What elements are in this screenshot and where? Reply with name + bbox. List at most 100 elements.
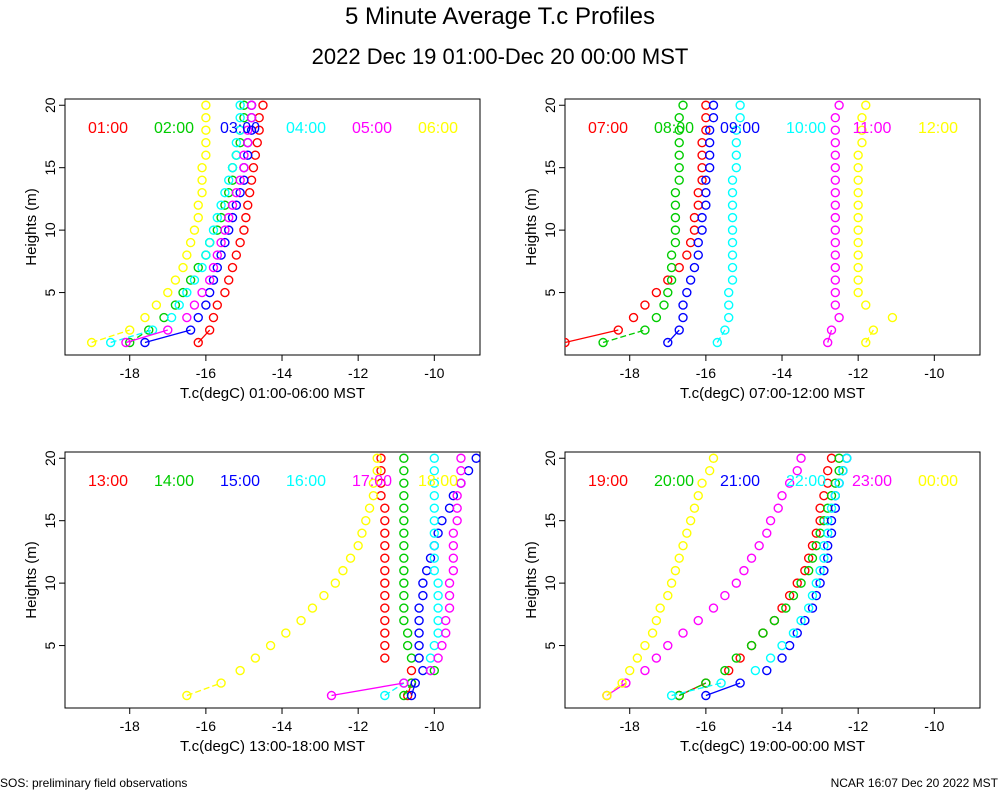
plot-frame [64, 451, 481, 709]
data-point [788, 590, 799, 601]
data-point [617, 678, 627, 688]
data-point [701, 187, 711, 198]
data-point [670, 200, 681, 210]
data-point [197, 175, 207, 185]
plot-frame [564, 451, 981, 709]
data-point [448, 540, 459, 551]
data-point [708, 113, 719, 123]
data-point [243, 150, 253, 160]
chart-title: 5 Minute Average T.c Profiles [345, 3, 655, 30]
data-point [727, 175, 738, 185]
data-point [666, 262, 677, 273]
data-point [402, 628, 413, 638]
data-point [754, 540, 764, 551]
data-point [830, 250, 841, 260]
data-point [244, 187, 255, 198]
series-segment [705, 682, 741, 697]
data-point [444, 503, 455, 513]
legend-label: 00:00 [918, 473, 958, 490]
data-point [830, 503, 841, 513]
data-point [853, 187, 863, 198]
data-point [803, 565, 814, 576]
data-point [826, 528, 837, 538]
data-point [651, 615, 662, 626]
series-segment [865, 329, 874, 343]
data-point [239, 162, 249, 173]
data-point [727, 250, 738, 260]
data-point [830, 162, 841, 173]
data-point [640, 300, 650, 310]
data-point [380, 565, 390, 576]
series-segment [827, 329, 833, 343]
data-point [380, 515, 390, 526]
data-point [682, 287, 692, 298]
data-point [456, 453, 466, 463]
data-point [628, 312, 639, 323]
data-point [456, 478, 466, 488]
data-point [701, 200, 711, 210]
data-point [598, 337, 608, 348]
data-point [674, 125, 684, 135]
data-point [674, 113, 684, 123]
data-point [834, 312, 844, 323]
data-point [437, 640, 447, 651]
data-point [414, 653, 424, 663]
x-tick-label: -14 [772, 718, 792, 734]
y-axis-label: Heights (m) [523, 188, 540, 266]
panel-2: -18 -16 -14 -12 -10 5 10 15 20 T.c(degC) 07:00-12… [523, 97, 981, 402]
legend-label: 06:00 [418, 120, 458, 137]
x-tick-label: -18 [120, 365, 140, 381]
x-axis-label: T.c(degC) 01:00-06:00 MST [180, 385, 365, 402]
data-point [380, 553, 390, 563]
data-point [701, 690, 711, 701]
data-point [243, 125, 253, 135]
data-point [803, 603, 814, 613]
data-point [830, 175, 841, 185]
data-point [807, 590, 818, 601]
x-tick-label: -14 [772, 365, 792, 381]
data-point [380, 653, 390, 663]
footer-timestamp: NCAR 16:07 Dec 20 2022 MST [830, 776, 998, 790]
data-point [380, 528, 390, 538]
series-segment [678, 682, 707, 697]
legend-label: 15:00 [220, 473, 260, 490]
x-axis-label: T.c(degC) 07:00-12:00 MST [680, 385, 865, 402]
data-point [441, 628, 451, 638]
data-point [861, 337, 871, 348]
data-point [429, 553, 440, 563]
data-point [125, 325, 135, 335]
data-point [815, 578, 825, 588]
data-point [830, 187, 841, 198]
data-point [433, 628, 443, 638]
data-point [704, 150, 715, 160]
data-point [693, 615, 703, 626]
data-point [670, 237, 681, 248]
data-point [689, 503, 700, 513]
data-point [792, 578, 802, 588]
data-point [853, 225, 863, 235]
data-point [655, 603, 665, 613]
data-point [823, 528, 833, 538]
data-point [220, 187, 230, 198]
data-point [693, 250, 703, 260]
data-point [241, 212, 251, 223]
data-point [693, 491, 703, 501]
data-point [811, 528, 821, 538]
data-point [666, 275, 677, 285]
legend-label: 05:00 [352, 120, 392, 137]
data-point [121, 337, 131, 348]
data-point [697, 225, 707, 235]
data-point [853, 250, 863, 260]
series-segment [667, 329, 680, 343]
x-tick-label: -14 [272, 365, 292, 381]
data-point [727, 275, 738, 285]
series-segment [125, 329, 168, 344]
data-point [853, 212, 863, 223]
data-point [830, 262, 841, 273]
data-point [853, 287, 863, 298]
data-point [170, 300, 181, 310]
data-point [830, 287, 841, 298]
data-point [807, 553, 818, 563]
data-point [319, 590, 329, 601]
data-point [429, 640, 440, 651]
